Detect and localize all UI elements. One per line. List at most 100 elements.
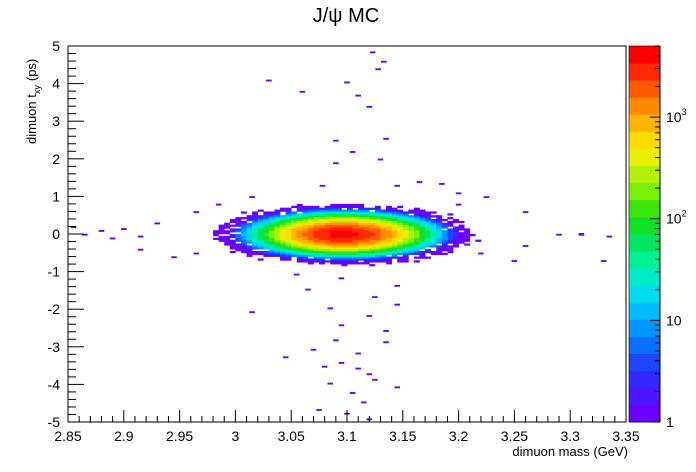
heatmap-cell <box>330 226 337 229</box>
heatmap-cell <box>453 245 459 248</box>
y-tick-label: -2 <box>48 301 61 317</box>
heatmap-cell <box>307 215 314 218</box>
heatmap-cell <box>263 252 270 256</box>
heatmap-cell <box>447 247 454 250</box>
heatmap-cell <box>280 256 286 259</box>
y-tick-label: 1 <box>52 188 60 204</box>
heatmap-cell <box>436 218 443 222</box>
heatmap-cell <box>436 249 443 252</box>
heatmap-cell <box>386 245 392 248</box>
heatmap-cell <box>341 217 348 220</box>
heatmap-cell <box>408 230 415 233</box>
heatmap-cell <box>380 241 387 244</box>
heatmap-cell <box>347 218 353 222</box>
heatmap-cell <box>338 277 345 280</box>
heatmap-cell <box>291 220 298 224</box>
heatmap-cell <box>296 258 303 261</box>
heatmap-cell <box>263 222 270 225</box>
heatmap-cell <box>330 211 337 214</box>
heatmap-cell <box>386 243 392 246</box>
heatmap-cell <box>453 234 459 237</box>
heatmap-cell <box>347 243 353 246</box>
heatmap-cell <box>313 213 320 216</box>
heatmap-cell <box>285 207 292 210</box>
heatmap-cell <box>458 234 465 237</box>
heatmap-cell <box>302 215 309 218</box>
heatmap-cell <box>296 207 303 210</box>
heatmap-cell <box>380 239 387 242</box>
color-scale-segment <box>629 63 660 81</box>
heatmap-cell <box>296 226 303 229</box>
heatmap-cell <box>381 60 387 63</box>
heatmap-cell <box>408 209 415 212</box>
heatmap-cell <box>386 230 392 233</box>
heatmap-cell <box>263 211 270 214</box>
heatmap-cell <box>436 215 443 218</box>
heatmap-cell <box>425 213 432 216</box>
heatmap-cell <box>352 203 359 207</box>
heatmap-cell <box>330 247 337 250</box>
heatmap-cell <box>391 254 398 257</box>
heatmap-cell <box>246 239 253 242</box>
heatmap-cell <box>263 241 270 244</box>
heatmap-cell <box>291 254 298 257</box>
heatmap-cell <box>391 211 398 214</box>
heatmap-cell <box>386 256 392 259</box>
x-tick-label: 3.3 <box>560 428 580 444</box>
heatmap-cell <box>341 239 348 242</box>
heatmap-cell <box>307 241 314 244</box>
heatmap-cell <box>352 239 359 242</box>
heatmap-cell <box>374 258 381 261</box>
heatmap-cell <box>307 262 314 265</box>
heatmap-cell <box>335 220 342 224</box>
heatmap-cell <box>81 233 88 236</box>
heatmap-cell <box>458 226 465 229</box>
heatmap-cell <box>257 215 264 218</box>
heatmap-cell <box>600 260 607 262</box>
heatmap-cell <box>522 245 529 247</box>
color-scale-segment <box>629 285 660 303</box>
heatmap-cell <box>291 234 298 237</box>
heatmap-cell <box>386 209 392 212</box>
heatmap-cell <box>285 235 292 239</box>
heatmap-cell <box>391 220 398 224</box>
heatmap-cell <box>296 256 303 259</box>
heatmap-cell <box>408 245 415 248</box>
heatmap-cell <box>447 245 454 248</box>
heatmap-cell <box>341 254 348 257</box>
heatmap-cell <box>240 235 247 239</box>
color-scale-segment <box>629 131 660 149</box>
heatmap-cell <box>252 247 259 250</box>
heatmap-cell <box>268 218 275 222</box>
heatmap-cell <box>335 209 342 212</box>
heatmap-cell <box>413 235 420 239</box>
heatmap-cell <box>324 252 331 256</box>
heatmap-cell <box>274 209 281 212</box>
heatmap-cell <box>291 222 298 225</box>
heatmap-cell <box>349 151 356 153</box>
heatmap-cell <box>436 228 443 231</box>
heatmap-cell <box>341 256 348 259</box>
heatmap-cell <box>109 237 116 240</box>
heatmap-cell <box>330 230 337 233</box>
heatmap-cell <box>302 243 309 246</box>
heatmap-cell <box>335 254 342 257</box>
heatmap-cell <box>397 245 404 248</box>
heatmap-cell <box>302 258 309 261</box>
heatmap-cell <box>324 213 331 216</box>
heatmap-cell <box>218 235 225 239</box>
heatmap-cell <box>268 232 275 235</box>
heatmap-cell <box>213 232 220 235</box>
heatmap-cell <box>363 228 370 231</box>
heatmap-cell <box>319 232 326 235</box>
heatmap-cell <box>441 234 448 237</box>
heatmap-cell <box>386 249 392 252</box>
heatmap-cell <box>218 224 225 227</box>
heatmap-cell <box>319 228 326 231</box>
heatmap-cell <box>374 211 381 214</box>
color-scale-segment <box>629 404 660 423</box>
heatmap-cell <box>263 247 270 250</box>
heatmap-cell <box>347 232 353 235</box>
heatmap-cell <box>380 250 387 254</box>
heatmap-cell <box>296 254 303 257</box>
